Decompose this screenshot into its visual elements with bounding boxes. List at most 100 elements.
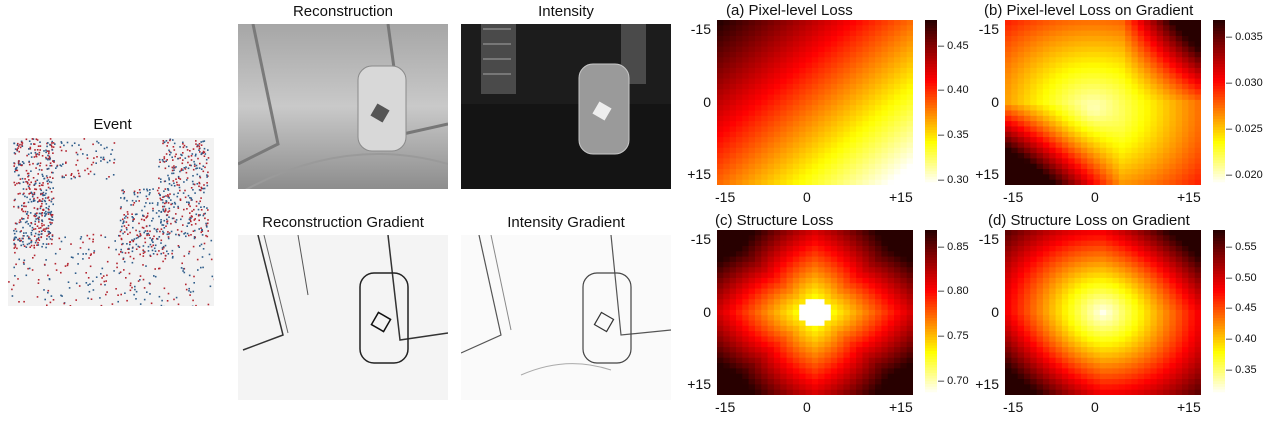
heatmap-cell: [780, 78, 788, 85]
heatmap-cell: [1137, 325, 1145, 332]
heatmap-cell: [894, 89, 901, 96]
heatmap-cell: [805, 283, 813, 290]
heatmap-cell: [754, 363, 762, 369]
heatmap-cell: [818, 20, 825, 26]
heatmap-cell: [1061, 336, 1069, 343]
heatmap-cell: [780, 309, 788, 316]
heatmap-cell: [1106, 46, 1113, 53]
heatmap-cell: [723, 299, 731, 306]
heatmap-cell: [1163, 110, 1170, 117]
heatmap-cell: [748, 235, 756, 242]
heatmap-cell: [767, 267, 775, 274]
heatmap-cell: [837, 379, 844, 385]
heatmap-cell: [723, 336, 731, 343]
heatmap-cell: [754, 293, 762, 300]
heatmap-cell: [818, 89, 825, 96]
heatmap-cell: [1023, 352, 1031, 359]
heatmap-cell: [780, 357, 788, 364]
heatmap-cell: [1074, 67, 1082, 74]
heatmap-cell: [849, 62, 857, 69]
heatmap-cell: [811, 142, 819, 149]
heatmap-cell: [1023, 293, 1031, 300]
heatmap-cell: [1169, 174, 1177, 181]
heatmap-cell: [1068, 169, 1076, 175]
heatmap-cell: [1150, 352, 1158, 359]
heatmap-cell: [1194, 126, 1201, 133]
heatmap-cell: [1087, 347, 1095, 353]
heatmap-cell: [856, 245, 863, 252]
heatmap-cell: [773, 174, 781, 181]
heatmap-cell: [818, 245, 825, 252]
heatmap-cell: [1011, 352, 1019, 359]
heatmap-cell: [875, 158, 882, 165]
intensity-image: [461, 24, 671, 189]
heatmap-cell: [875, 336, 882, 343]
heatmap-cell: [1042, 67, 1050, 74]
heatmap-cell: [1011, 320, 1019, 327]
heatmap-cell: [868, 163, 876, 170]
heatmap-cell: [1017, 251, 1025, 258]
heatmap-cell: [862, 389, 870, 395]
heatmap-cell: [1150, 110, 1158, 117]
heatmap-cell: [792, 299, 800, 306]
heatmap-cell: [856, 299, 863, 306]
heatmap-cell: [837, 30, 844, 37]
heatmap-cell: [1144, 352, 1151, 359]
heatmap-cell: [748, 363, 756, 369]
heatmap-cell: [1182, 283, 1189, 290]
heatmap-cell: [843, 41, 851, 48]
heatmap-cell: [1011, 62, 1019, 69]
heatmap-cell: [1061, 51, 1069, 58]
heatmap-cell: [1137, 131, 1145, 138]
heatmap-cell: [1049, 357, 1057, 364]
heatmap-cell: [1074, 137, 1082, 143]
heatmap-cell: [1017, 30, 1025, 37]
heatmap-cell: [1005, 299, 1012, 306]
heatmap-cell: [1036, 35, 1044, 42]
heatmap-cell: [1080, 110, 1088, 117]
heatmap-cell: [1087, 240, 1095, 247]
heatmap-cell: [1036, 105, 1044, 111]
heatmap-cell: [1188, 163, 1196, 170]
heatmap-cell: [729, 35, 737, 42]
heatmap-cell: [792, 261, 800, 268]
heatmap-cell: [1030, 240, 1038, 247]
heatmap-cell: [868, 169, 876, 175]
heatmap-cell: [1042, 105, 1050, 111]
heatmap-cell: [1194, 368, 1201, 375]
heatmap-cell: [748, 357, 756, 364]
heatmap-cell: [1194, 94, 1201, 101]
heatmap-cell: [1106, 174, 1113, 181]
heatmap-cell: [811, 78, 819, 85]
heatmap-cell: [1049, 115, 1057, 122]
heatmap-cell: [1144, 389, 1151, 395]
heatmap-cell: [1087, 153, 1095, 159]
heatmap-cell: [894, 20, 901, 26]
heatmap-cell: [906, 304, 913, 311]
heatmap-cell: [1087, 142, 1095, 149]
heatmap-cell: [805, 25, 813, 32]
heatmap-cell: [1068, 267, 1076, 274]
heatmap-cell: [1163, 30, 1170, 37]
heatmap-cell: [780, 256, 788, 263]
heatmap-cell: [1106, 89, 1113, 96]
heatmap-cell: [1074, 341, 1082, 348]
heatmap-cell: [1080, 331, 1088, 337]
heatmap-cell: [849, 341, 857, 348]
heatmap-cell: [748, 373, 756, 380]
heatmap-cell: [1017, 245, 1025, 252]
heatmap-cell: [1131, 131, 1139, 138]
heatmap-cell: [1049, 304, 1057, 311]
heatmap-cell: [894, 99, 901, 106]
heatmap-cell: [1061, 256, 1069, 263]
heatmap-cell: [881, 153, 889, 159]
heatmap-cell: [805, 379, 813, 385]
heatmap-cell: [773, 115, 781, 122]
heatmap-cell: [761, 163, 769, 170]
y-tick-label: 0: [703, 93, 711, 110]
heatmap-cell: [761, 251, 769, 258]
heatmap-cell: [811, 288, 819, 295]
heatmap-cell: [887, 251, 895, 258]
heatmap-cell: [1068, 20, 1076, 26]
heatmap-cell: [837, 67, 844, 74]
